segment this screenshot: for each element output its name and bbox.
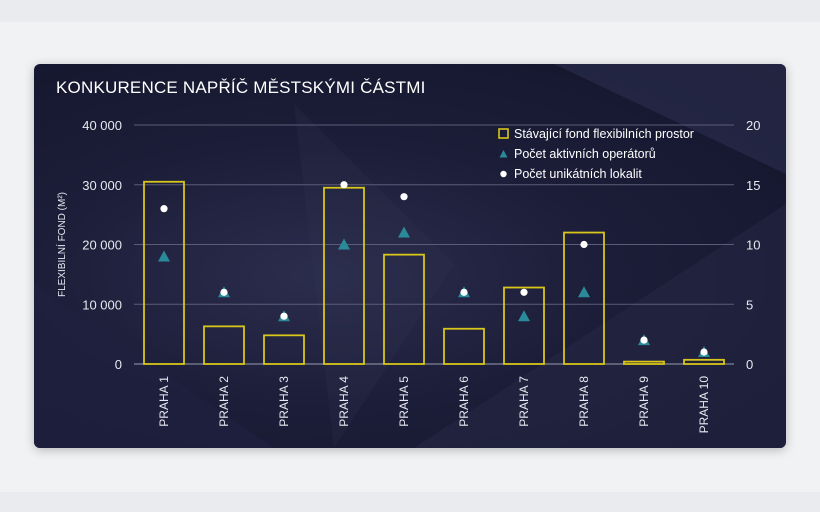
x-tick-label: PRAHA 10 xyxy=(697,376,711,434)
legend-swatch-localities xyxy=(500,170,507,178)
y-tick-label: 0 xyxy=(115,357,122,372)
y2-tick-label: 15 xyxy=(746,178,760,193)
locality-marker xyxy=(460,288,468,296)
y2-tick-label: 10 xyxy=(746,238,760,253)
x-tick-label: PRAHA 4 xyxy=(337,376,351,427)
y-tick-label: 10 000 xyxy=(82,297,122,312)
legend-label: Stávající fond flexibilních prostor xyxy=(514,127,694,141)
legend-swatch-bars xyxy=(498,128,509,139)
y-tick-label: 20 000 xyxy=(82,238,122,253)
operator-marker xyxy=(338,238,350,250)
locality-marker xyxy=(280,312,288,320)
y2-tick-label: 20 xyxy=(746,118,760,133)
operator-marker xyxy=(158,250,170,262)
legend-label: Počet unikátních lokalit xyxy=(514,167,642,181)
x-tick-label: PRAHA 7 xyxy=(517,376,531,427)
y-tick-label: 40 000 xyxy=(82,118,122,133)
x-tick-label: PRAHA 6 xyxy=(457,376,471,427)
x-tick-label: PRAHA 5 xyxy=(397,376,411,427)
x-tick-label: PRAHA 8 xyxy=(577,376,591,427)
y-tick-label: 30 000 xyxy=(82,178,122,193)
locality-marker xyxy=(640,336,648,344)
locality-marker xyxy=(340,181,348,189)
locality-marker xyxy=(700,348,708,356)
x-tick-label: PRAHA 3 xyxy=(277,376,291,427)
legend-label: Počet aktivních operátorů xyxy=(514,147,656,161)
chart-title: KONKURENCE NAPŘÍČ MĚSTSKÝMI ČÁSTMI xyxy=(56,78,426,97)
operator-marker xyxy=(518,310,530,322)
x-tick-label: PRAHA 1 xyxy=(157,376,171,427)
bar xyxy=(623,360,665,365)
bar xyxy=(203,325,245,365)
y2-tick-label: 5 xyxy=(746,297,753,312)
locality-marker xyxy=(160,205,168,213)
operator-marker xyxy=(578,286,590,298)
bar xyxy=(683,358,725,365)
bar xyxy=(443,327,485,365)
x-tick-label: PRAHA 9 xyxy=(637,376,651,427)
bar xyxy=(563,231,605,365)
locality-marker xyxy=(400,193,408,201)
bar xyxy=(323,186,365,365)
operator-marker xyxy=(398,226,410,238)
bar xyxy=(143,180,185,365)
background-shapes xyxy=(34,64,786,448)
legend-swatch-operators xyxy=(499,150,508,158)
x-tick-label: PRAHA 2 xyxy=(217,376,231,427)
chart-plot: 0 10 000 20 000 30 000 40 000 0 5 10 15 20 FLEXIBI… xyxy=(55,118,760,434)
y-axis-label: FLEXIBILNÍ FOND (M²) xyxy=(55,192,68,297)
chart-card: KONKURENCE NAPŘÍČ MĚSTSKÝMI ČÁSTMI 0 10 0… xyxy=(34,64,786,448)
bar xyxy=(383,253,425,365)
bar xyxy=(503,286,545,365)
y2-tick-label: 0 xyxy=(746,357,753,372)
bar xyxy=(263,334,305,365)
locality-marker xyxy=(580,240,588,249)
locality-marker xyxy=(220,288,228,296)
locality-marker xyxy=(520,288,528,296)
